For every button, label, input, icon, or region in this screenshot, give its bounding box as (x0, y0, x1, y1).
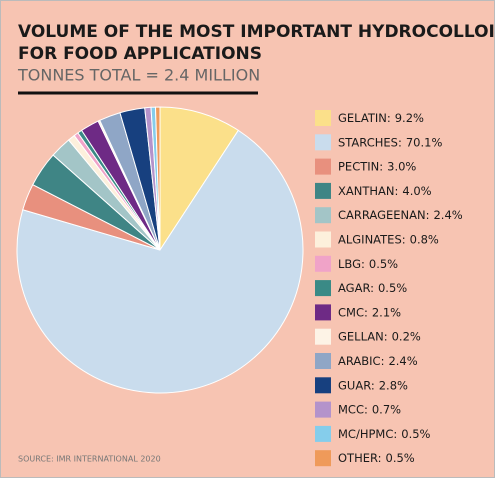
legend-swatch (315, 280, 331, 297)
legend-swatch (315, 328, 331, 345)
legend-label: MC/HPMC: 0.5% (338, 426, 431, 440)
legend-category: MC/HPMC: (338, 426, 397, 440)
legend-category: OTHER: (338, 451, 382, 465)
legend-swatch (315, 377, 331, 394)
legend-label: OTHER: 0.5% (338, 451, 415, 465)
legend-value: 2.4% (433, 208, 462, 222)
legend-value: 0.5% (386, 451, 415, 465)
legend-category: GUAR: (338, 378, 375, 392)
legend-category: GELLAN: (338, 329, 388, 343)
legend-label: ALGINATES: 0.8% (338, 232, 439, 246)
legend-label: GUAR: 2.8% (338, 378, 408, 392)
legend-label: GELATIN: 9.2% (338, 111, 424, 125)
legend-swatch (315, 304, 331, 321)
legend-category: STARCHES: (338, 135, 402, 149)
legend-label: ARABIC: 2.4% (338, 354, 418, 368)
legend-label: MCC: 0.7% (338, 402, 401, 416)
chart-title: FOR FOOD APPLICATIONS (18, 44, 262, 64)
legend-label: XANTHAN: 4.0% (338, 183, 432, 197)
legend-swatch (315, 207, 331, 224)
legend-value: 70.1% (406, 135, 443, 149)
source-note: SOURCE: IMR INTERNATIONAL 2020 (18, 455, 161, 464)
legend-swatch (315, 450, 331, 467)
legend-value: 0.5% (369, 256, 398, 270)
pie-slice (154, 106, 161, 251)
legend-category: GELATIN: (338, 111, 391, 125)
legend-category: ARABIC: (338, 354, 384, 368)
legend-category: PECTIN: (338, 159, 383, 173)
legend-label: PECTIN: 3.0% (338, 159, 416, 173)
legend-value: 0.7% (372, 402, 401, 416)
legend-label: LBG: 0.5% (338, 256, 398, 270)
legend-value: 0.2% (392, 329, 421, 343)
legend-swatch (315, 110, 331, 126)
legend-category: CMC: (338, 305, 368, 319)
chart-subtitle: TONNES TOTAL = 2.4 MILLION (17, 66, 260, 85)
legend-swatch (315, 231, 331, 248)
legend-label: AGAR: 0.5% (338, 281, 407, 295)
legend-swatch (315, 401, 331, 418)
legend-swatch (315, 255, 331, 272)
legend-value: 2.1% (372, 305, 401, 319)
pie-slice (16, 129, 304, 394)
legend-label: STARCHES: 70.1% (338, 135, 442, 149)
legend-label: CMC: 2.1% (338, 305, 401, 319)
legend-swatch (315, 134, 331, 151)
legend-value: 2.4% (388, 354, 417, 368)
legend-value: 0.5% (401, 426, 430, 440)
legend-category: MCC: (338, 402, 368, 416)
legend-label: GELLAN: 0.2% (338, 329, 421, 343)
legend-category: LBG: (338, 256, 365, 270)
chart-title: VOLUME OF THE MOST IMPORTANT HYDROCOLLOI… (18, 22, 495, 42)
legend-value: 0.5% (378, 281, 407, 295)
legend-category: AGAR: (338, 281, 374, 295)
legend-category: XANTHAN: (338, 183, 398, 197)
legend-value: 4.0% (402, 183, 431, 197)
pie-slice (159, 106, 240, 252)
legend-category: CARRAGEENAN: (338, 208, 429, 222)
legend-value: 0.8% (410, 232, 439, 246)
legend-category: ALGINATES: (338, 232, 406, 246)
legend-value: 3.0% (387, 159, 416, 173)
legend-swatch (315, 353, 331, 369)
legend-swatch (315, 425, 331, 442)
legend-value: 9.2% (395, 111, 424, 125)
legend-swatch (315, 182, 331, 199)
legend-swatch (315, 158, 331, 175)
legend-label: CARRAGEENAN: 2.4% (338, 208, 463, 222)
legend-value: 2.8% (379, 378, 408, 392)
